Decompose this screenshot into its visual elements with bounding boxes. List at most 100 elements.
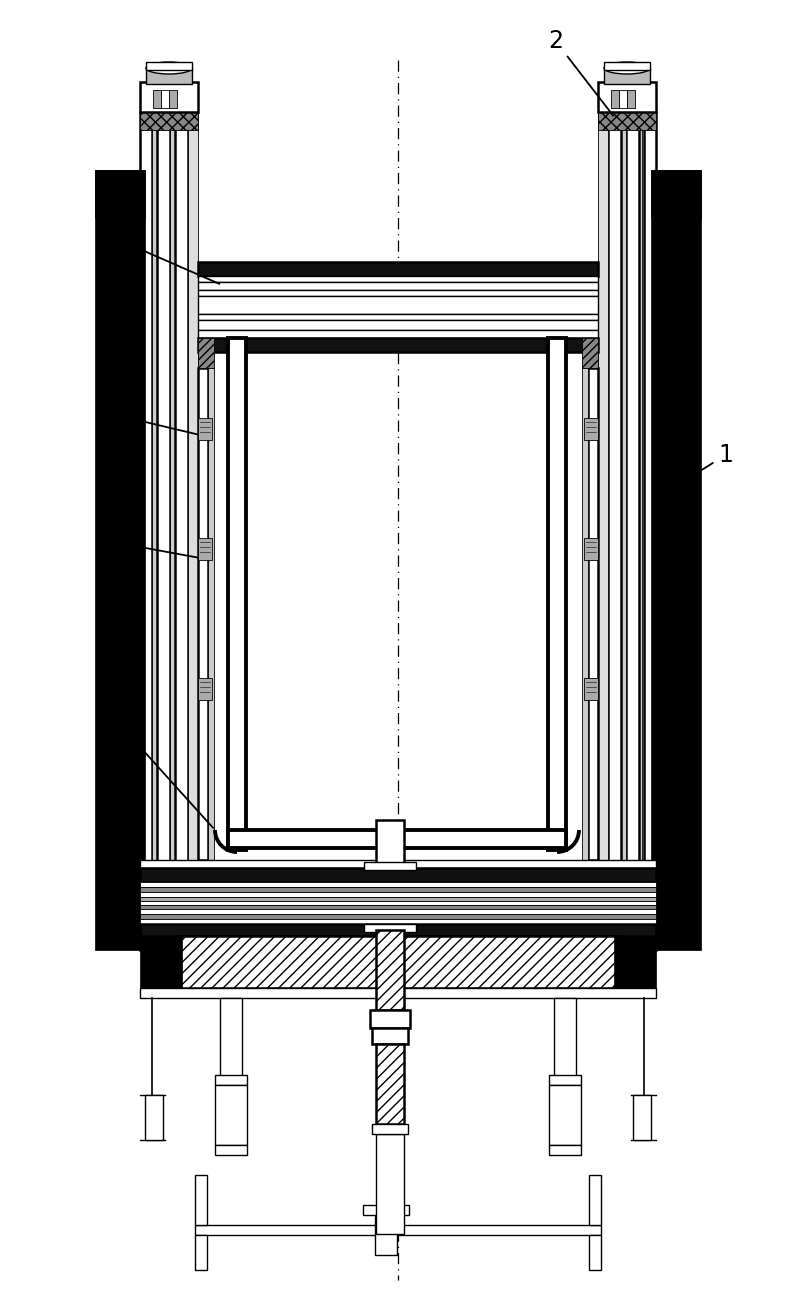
Bar [198, 367, 208, 860]
Bar [611, 90, 619, 108]
Bar [195, 1175, 207, 1225]
Bar [140, 896, 656, 900]
Bar [140, 936, 182, 988]
Bar [363, 1205, 409, 1214]
Bar [140, 906, 656, 909]
Bar [215, 1075, 247, 1085]
Bar [376, 930, 404, 1010]
Bar [372, 1028, 408, 1044]
Text: 2: 2 [548, 29, 613, 116]
Bar [364, 924, 416, 932]
Bar [215, 1145, 247, 1154]
Bar [554, 998, 576, 1078]
Bar [140, 924, 656, 936]
Bar [626, 112, 639, 950]
Text: 6: 6 [100, 529, 197, 558]
Bar [584, 538, 598, 560]
Bar [548, 337, 566, 850]
Bar [220, 998, 242, 1078]
Bar [376, 820, 404, 868]
Bar [140, 882, 656, 887]
Bar [364, 863, 416, 870]
Bar [598, 82, 656, 112]
Bar [153, 90, 161, 108]
Bar [170, 112, 175, 950]
Bar [146, 68, 192, 83]
Bar [376, 1044, 404, 1124]
Bar [198, 337, 214, 367]
Bar [589, 1235, 601, 1270]
Bar [95, 169, 145, 950]
Bar [198, 678, 212, 700]
Bar [195, 1235, 207, 1270]
Bar [198, 330, 598, 337]
Bar [175, 112, 188, 950]
Bar [198, 418, 212, 440]
Bar [161, 90, 169, 108]
Bar [180, 936, 616, 988]
Bar [215, 1085, 247, 1145]
Bar [140, 919, 656, 924]
Bar [198, 321, 598, 330]
Bar [651, 169, 701, 218]
Bar [549, 1075, 581, 1085]
Bar [198, 281, 598, 291]
Bar [604, 63, 650, 70]
Bar [619, 90, 627, 108]
Bar [621, 112, 626, 950]
Bar [589, 1175, 601, 1225]
Bar [198, 314, 598, 321]
Bar [375, 1214, 397, 1255]
Bar [157, 112, 170, 950]
Bar [582, 367, 588, 860]
Bar [372, 1124, 408, 1134]
Bar [376, 1134, 404, 1234]
Bar [198, 291, 598, 296]
Bar [228, 337, 246, 850]
Bar [637, 112, 642, 950]
Bar [198, 296, 598, 314]
Bar [146, 63, 192, 70]
Bar [549, 1085, 581, 1145]
Bar [140, 913, 656, 919]
Bar [140, 868, 656, 882]
Bar [598, 112, 608, 950]
Bar [370, 1010, 410, 1028]
Bar [604, 68, 650, 83]
Bar [208, 367, 214, 860]
Bar [140, 112, 198, 130]
Text: 1: 1 [673, 443, 733, 489]
Bar [228, 830, 566, 848]
Bar [614, 936, 656, 988]
Bar [140, 112, 152, 950]
Bar [584, 418, 598, 440]
Bar [140, 887, 656, 893]
Bar [633, 1095, 651, 1140]
Text: 5: 5 [100, 698, 213, 827]
Bar [549, 1145, 581, 1154]
Bar [598, 112, 656, 130]
Bar [608, 112, 621, 950]
Bar [198, 337, 598, 352]
Bar [140, 988, 656, 998]
Bar [651, 169, 701, 950]
Text: 4: 4 [100, 401, 197, 434]
Bar [627, 90, 635, 108]
Bar [169, 90, 177, 108]
Bar [644, 112, 656, 950]
Ellipse shape [604, 63, 650, 74]
Bar [95, 169, 145, 218]
Bar [198, 276, 598, 281]
Bar [152, 112, 157, 950]
Bar [198, 538, 212, 560]
Bar [145, 1095, 163, 1140]
Bar [140, 82, 198, 112]
Bar [198, 262, 598, 276]
Ellipse shape [146, 63, 192, 74]
Bar [140, 860, 656, 868]
Bar [584, 678, 598, 700]
Bar [188, 112, 198, 950]
Bar [588, 367, 598, 860]
Bar [582, 337, 598, 367]
Bar [140, 893, 656, 896]
